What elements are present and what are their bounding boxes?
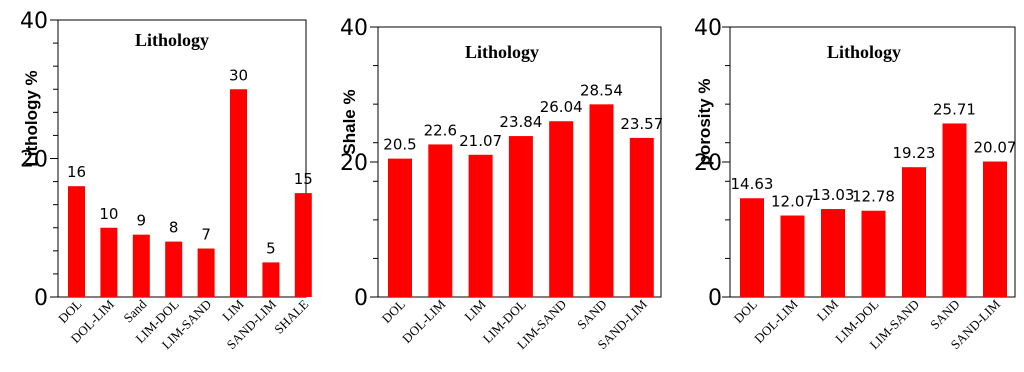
- bar: [388, 159, 412, 297]
- bar: [133, 235, 150, 297]
- bar: [781, 216, 805, 297]
- bar: [943, 123, 967, 297]
- data-label: 15: [294, 170, 313, 188]
- x-tick-label: DOL-LIM: [751, 296, 801, 346]
- bar: [549, 121, 573, 297]
- data-label: 8: [169, 219, 179, 237]
- data-label: 23.57: [620, 115, 663, 133]
- data-label: 28.54: [580, 81, 623, 99]
- data-label: 12.07: [771, 193, 814, 211]
- x-tick-label: DOL-LIM: [399, 296, 449, 346]
- x-tick-label: LIM: [814, 296, 842, 324]
- x-tick-label: SHALE: [271, 296, 311, 336]
- bar: [630, 138, 654, 297]
- data-label: 20.5: [383, 136, 416, 154]
- bar: [68, 186, 85, 297]
- y-tick-label: 40: [20, 9, 48, 34]
- data-label: 5: [266, 239, 276, 257]
- chart-title: Lithology: [135, 30, 209, 50]
- data-label: 21.07: [459, 132, 502, 150]
- data-label: 19.23: [893, 144, 936, 162]
- bar: [295, 193, 312, 297]
- data-label: 20.07: [974, 139, 1017, 157]
- data-label: 14.63: [731, 175, 774, 193]
- data-label: 26.04: [540, 98, 583, 116]
- y-tick-label: 40: [340, 16, 368, 41]
- data-label: 12.78: [852, 188, 895, 206]
- y-axis-label: Shale %: [340, 89, 359, 154]
- data-label: 22.6: [424, 121, 457, 139]
- bar: [100, 228, 117, 297]
- bar: [590, 104, 614, 297]
- bar: [469, 155, 493, 297]
- data-label: 23.84: [499, 113, 542, 131]
- y-axis-label: Lithology %: [22, 70, 41, 166]
- bar: [230, 89, 247, 297]
- x-tick-label: SAND: [927, 297, 963, 333]
- bar: [740, 198, 764, 297]
- bar: [821, 209, 845, 297]
- data-label: 13.03: [812, 186, 855, 204]
- x-tick-label: LIM: [219, 296, 247, 324]
- data-label: 7: [201, 226, 211, 244]
- data-label: 16: [67, 163, 86, 181]
- bar: [983, 162, 1007, 297]
- y-tick-label: 0: [354, 286, 368, 311]
- chart-title: Lithology: [465, 42, 539, 62]
- bar: [262, 262, 279, 297]
- bar: [902, 167, 926, 297]
- data-label: 10: [99, 205, 118, 223]
- bar: [428, 144, 452, 297]
- bar: [165, 242, 182, 297]
- x-tick-label: DOL: [731, 296, 761, 326]
- bar: [198, 249, 215, 297]
- data-label: 25.71: [933, 100, 976, 118]
- data-label: 30: [229, 66, 248, 84]
- x-tick-label: LIM: [461, 296, 489, 324]
- y-tick-label: 0: [34, 286, 48, 311]
- x-tick-label: DOL: [379, 296, 409, 326]
- data-label: 9: [137, 212, 147, 230]
- bar: [862, 211, 886, 297]
- y-tick-label: 40: [694, 16, 722, 41]
- x-tick-label: SAND: [574, 297, 610, 333]
- chart-title: Lithology: [827, 42, 901, 62]
- bar: [509, 136, 533, 297]
- y-axis-label: porosity %: [695, 79, 714, 166]
- y-tick-label: 0: [708, 286, 722, 311]
